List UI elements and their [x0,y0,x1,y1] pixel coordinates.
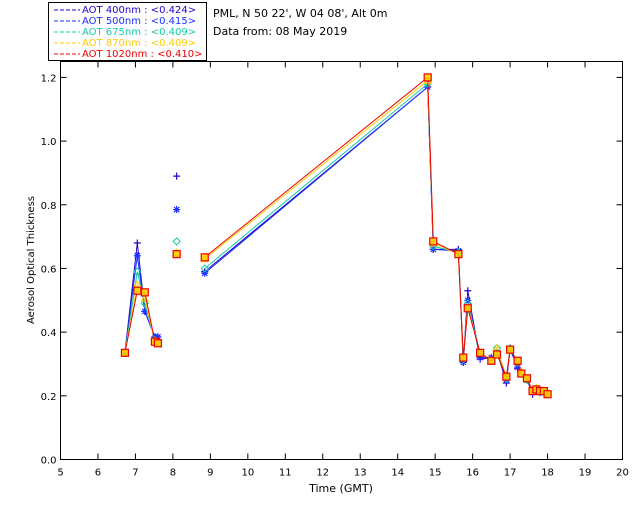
data-point [153,339,163,348]
x-tick-label: 16 [466,468,479,479]
data-point [133,239,141,247]
data-point [502,372,511,381]
legend-label: AOT 675nm : <0.409> [82,27,196,38]
series-line [124,79,548,394]
data-point [172,250,181,259]
data-date: Data from: 08 May 2019 [213,25,347,38]
legend-entries: AOT 400nm : <0.424>AOT 500nm : <0.415>AO… [54,5,202,60]
series-line [124,85,548,395]
y-tick-label: 0.6 [41,264,57,275]
series-line [124,82,548,395]
data-point [429,237,438,246]
data-point [120,348,130,357]
axis-ticks: 5 6 7 8 9 10 11 12 13 14 15 16 17 18 19 20 0.0 0.2 0.4 0.6 0… [41,61,629,479]
legend: AOT 400nm : <0.424>AOT 500nm : <0.415>AO… [48,2,207,61]
data-point [459,353,468,362]
data-point [513,356,522,365]
data-point [173,206,181,214]
y-tick-label: 0.0 [41,456,57,467]
series-1 [121,83,552,398]
data-point [154,333,162,341]
data-point [522,374,532,383]
x-tick-label: 14 [391,468,404,479]
data-point [506,345,515,354]
x-tick-label: 11 [279,468,292,479]
data-point [200,253,209,262]
x-tick-label: 5 [57,468,63,479]
legend-label: AOT 500nm : <0.415> [82,16,196,27]
data-point [463,304,472,313]
y-tick-label: 0.8 [41,201,57,212]
data-point [140,288,149,297]
data-point [487,356,496,365]
data-series [120,73,552,399]
x-tick-label: 9 [207,468,213,479]
x-axis-label: Time (GMT) [308,482,373,495]
data-point [543,390,552,399]
legend-entry: AOT 400nm : <0.424> [54,5,196,16]
x-tick-label: 12 [316,468,329,479]
legend-label: AOT 1020nm : <0.410> [82,49,202,60]
series-line [124,76,548,395]
data-point [514,363,522,371]
data-point [476,354,484,362]
series-4 [120,76,552,396]
x-tick-label: 7 [132,468,138,479]
legend-entry: AOT 675nm : <0.409> [54,27,196,38]
y-tick-label: 0.2 [41,392,57,403]
series-5 [120,73,552,399]
legend-entry: AOT 870nm : <0.409> [54,38,196,49]
x-tick-label: 8 [170,468,176,479]
data-point [517,369,526,378]
x-tick-label: 20 [616,468,629,479]
series-line [124,85,548,396]
data-point [141,307,149,315]
data-point [172,237,181,246]
x-tick-label: 6 [95,468,101,479]
y-tick-label: 0.4 [41,328,57,339]
x-tick-label: 17 [504,468,517,479]
plot-frame [60,61,623,460]
data-point [464,287,472,295]
data-point [423,73,432,82]
legend-entry: AOT 500nm : <0.415> [54,16,196,27]
y-tick-label: 1.0 [41,137,57,148]
x-tick-label: 15 [429,468,442,479]
data-point [133,267,142,276]
data-point [200,264,209,273]
x-tick-label: 19 [579,468,592,479]
series-2 [121,83,552,398]
data-point [173,172,181,180]
legend-entry: AOT 1020nm : <0.410> [54,49,202,60]
data-point [454,250,463,259]
x-tick-label: 13 [354,468,367,479]
data-point [201,269,209,277]
y-axis-label: Aerosol Optical Thickness [26,196,37,324]
y-tick-label: 1.2 [41,73,57,84]
legend-label: AOT 400nm : <0.424> [82,5,196,16]
station-info: PML, N 50 22', W 04 08', Alt 0m [213,7,387,20]
data-point [492,350,502,359]
data-point [476,348,485,357]
data-point [133,286,142,295]
data-point [140,294,150,303]
series-3 [120,79,552,399]
x-tick-label: 18 [541,468,554,479]
data-point [133,252,141,260]
legend-label: AOT 870nm : <0.409> [82,38,196,49]
x-tick-label: 10 [241,468,254,479]
